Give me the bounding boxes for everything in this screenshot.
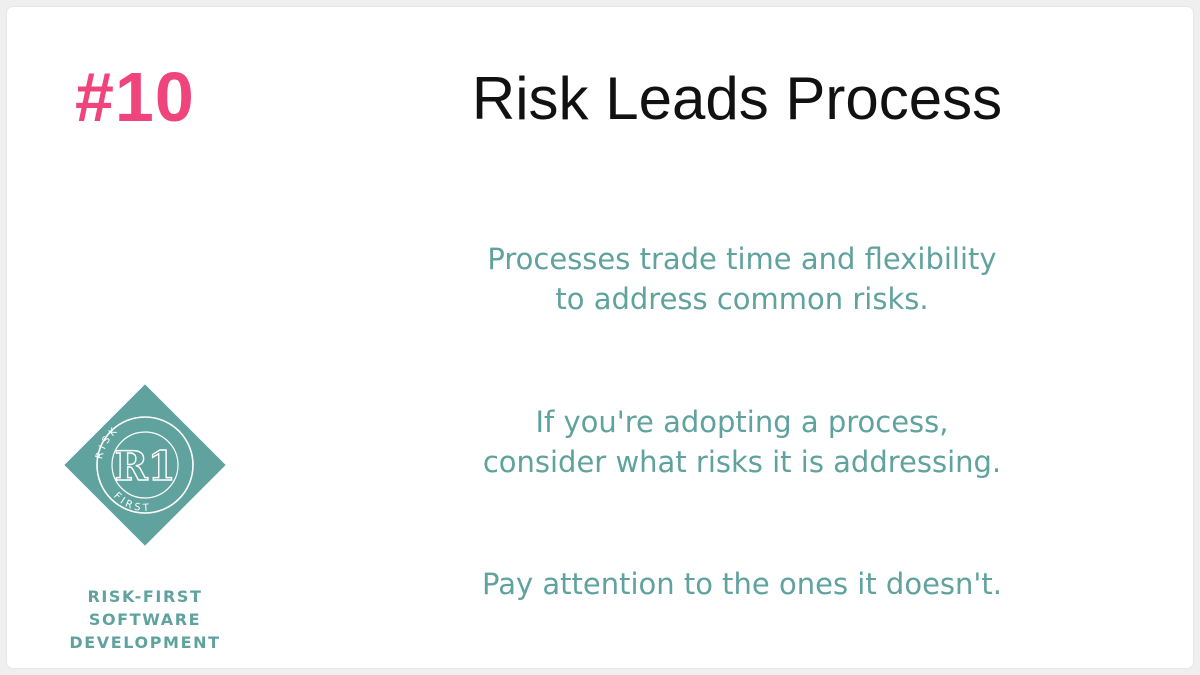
paragraph-2-line-2: consider what risks it is addressing. [407,442,1077,482]
paragraph-1-line-1: Processes trade time and flexibility [407,239,1077,279]
paragraph-2: If you're adopting a process, consider w… [407,402,1077,482]
slide-title: Risk Leads Process [387,62,1087,136]
paragraph-1: Processes trade time and flexibility to … [407,239,1077,319]
paragraph-3-line-1: Pay attention to the ones it doesn't. [407,564,1077,604]
slide-card: #10 Risk Leads Process Processes trade t… [7,7,1193,668]
paragraph-2-line-1: If you're adopting a process, [407,402,1077,442]
paragraph-3: Pay attention to the ones it doesn't. [407,564,1077,604]
brand-line-1: RISK-FIRST [45,585,245,608]
logo-mark: R1 [114,443,175,490]
risk-first-logo-icon: RISK FIRST R1 [64,384,226,546]
brand-name: RISK-FIRST SOFTWARE DEVELOPMENT [45,585,245,654]
paragraph-1-line-2: to address common risks. [407,279,1077,319]
tip-number: #10 [75,55,195,139]
brand-line-3: DEVELOPMENT [45,631,245,654]
brand-line-2: SOFTWARE [45,608,245,631]
